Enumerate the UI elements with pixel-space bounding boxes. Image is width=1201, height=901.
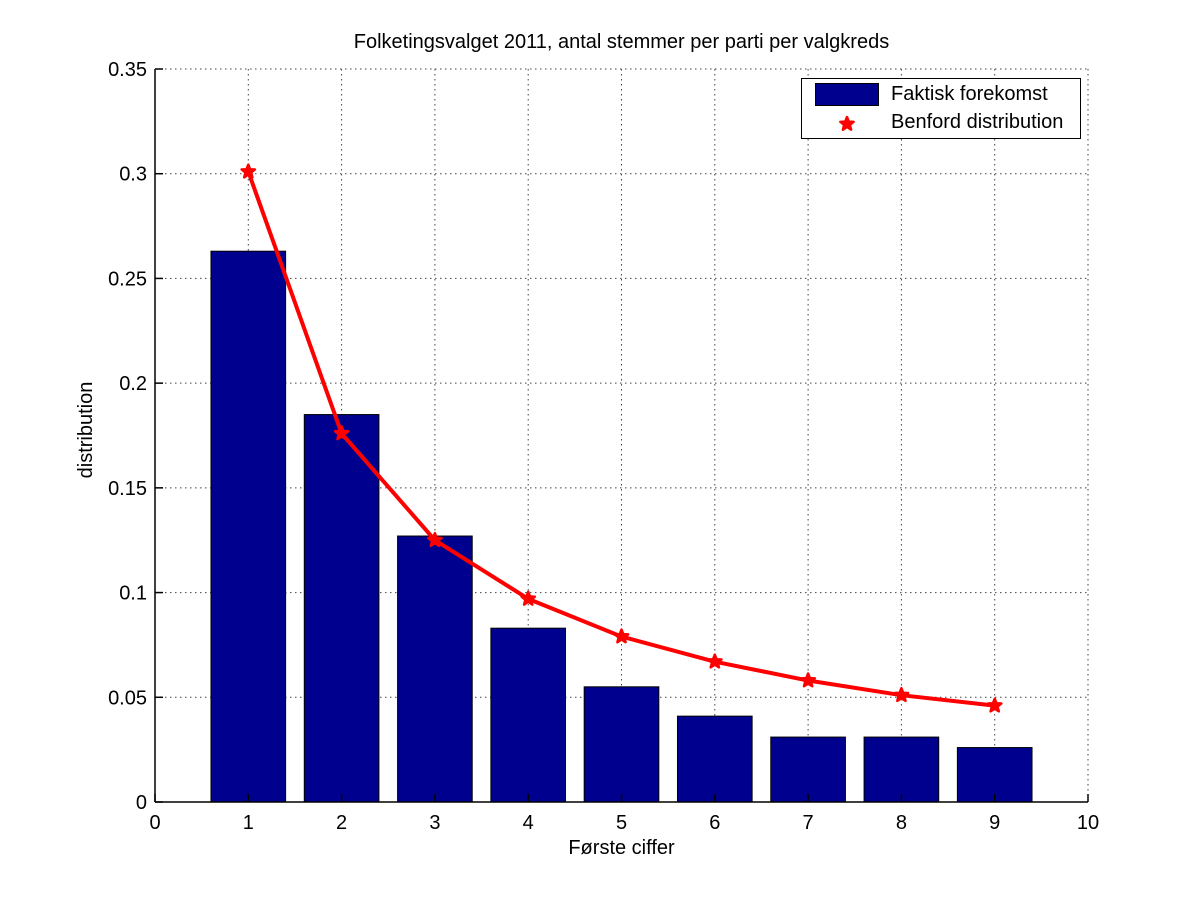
bar-digit-3: [397, 535, 473, 803]
bar-digit-5: [583, 686, 660, 803]
benford-marker-4: [520, 590, 537, 606]
y-tick-label-0.15: 0.15: [108, 478, 147, 500]
benford-marker-9: [986, 697, 1003, 713]
bar-digit-7: [770, 736, 846, 803]
bar-digit-8: [863, 736, 940, 803]
x-tick-label-3: 3: [429, 812, 440, 834]
benford-marker-8: [893, 686, 910, 703]
y-axis-label: distribution: [75, 381, 97, 479]
benford-marker-2: [333, 425, 350, 441]
y-tick-label-0: 0: [136, 792, 147, 814]
y-tick-label-0.2: 0.2: [119, 373, 147, 395]
bar-digit-2: [303, 414, 380, 803]
legend-label-benford: Benford distribution: [891, 111, 1064, 133]
bar-swatch-icon: [815, 83, 879, 106]
x-axis-label: Første ciffer: [568, 837, 675, 859]
legend-entry-faktisk: Faktisk forekomst: [802, 81, 1080, 109]
pentagram-marker-icon: [839, 115, 855, 131]
benford-marker-3: [426, 531, 443, 548]
bar-digit-4: [490, 627, 567, 803]
legend-entry-benford: Benford distribution: [802, 109, 1080, 137]
x-tick-label-2: 2: [336, 812, 347, 834]
x-tick-label-6: 6: [709, 812, 720, 834]
benford-marker-7: [800, 672, 817, 688]
bar-digit-1: [210, 250, 287, 803]
legend: Faktisk forekomst Benford distribution: [801, 78, 1081, 139]
y-tick-label-0.3: 0.3: [119, 164, 147, 186]
x-tick-label-7: 7: [803, 812, 814, 834]
y-tick-label-0.05: 0.05: [108, 687, 147, 709]
benford-marker-5: [613, 628, 630, 644]
legend-label-faktisk: Faktisk forekomst: [891, 83, 1048, 105]
x-tick-label-9: 9: [989, 812, 1000, 834]
x-tick-label-1: 1: [243, 812, 254, 834]
x-tick-label-5: 5: [616, 812, 627, 834]
x-tick-label-10: 10: [1077, 812, 1099, 834]
bar-digit-6: [676, 715, 753, 803]
y-tick-label-0.25: 0.25: [108, 268, 147, 290]
x-tick-label-0: 0: [149, 812, 160, 834]
x-tick-label-8: 8: [896, 812, 907, 834]
bar-digit-9: [956, 747, 1033, 803]
chart-title: Folketingsvalget 2011, antal stemmer per…: [353, 31, 890, 53]
y-tick-label-0.35: 0.35: [108, 59, 147, 81]
benford-marker-6: [706, 653, 723, 669]
benford-marker-1: [240, 163, 257, 179]
x-tick-label-4: 4: [523, 812, 534, 834]
pentagram-marker-shape: [839, 115, 855, 131]
y-tick-label-0.1: 0.1: [119, 583, 147, 605]
